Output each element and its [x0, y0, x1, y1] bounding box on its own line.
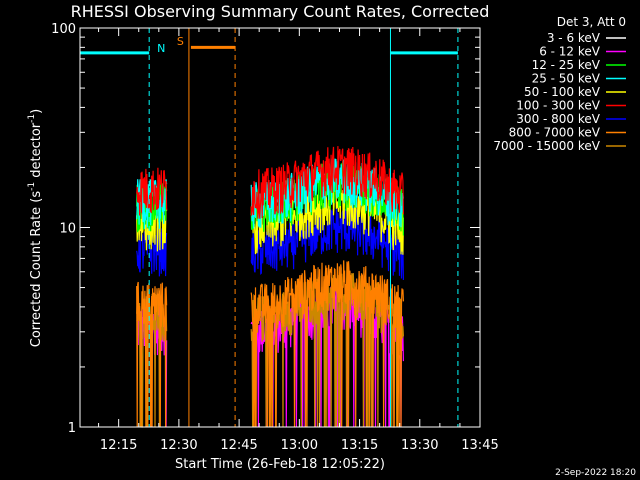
legend-label: 12 - 25 keV	[532, 58, 601, 72]
x-tick-label: 13:45	[461, 438, 498, 453]
x-tick-label: 13:15	[341, 438, 378, 453]
saa-label: S	[177, 35, 184, 48]
y-axis-label: Corrected Count Rate (s-1 detector-1)	[27, 109, 44, 347]
y-tick-label: 1	[68, 421, 76, 436]
x-tick-label: 12:45	[220, 438, 257, 453]
y-tick-label: 10	[59, 222, 76, 237]
night-label: N	[157, 42, 165, 55]
chart-title: RHESSI Observing Summary Count Rates, Co…	[71, 2, 490, 21]
x-tick-label: 12:30	[160, 438, 197, 453]
y-tick-label: 100	[51, 22, 76, 37]
legend-header: Det 3, Att 0	[557, 15, 626, 29]
series-line-800-7000-kev	[250, 260, 404, 428]
y-axis-label-main: Corrected Count Rate (s	[29, 191, 44, 348]
plot-area: NS	[79, 28, 459, 428]
legend-label: 25 - 50 keV	[532, 72, 601, 86]
series-line-100-300-kev	[250, 146, 404, 219]
timestamp: 2-Sep-2022 18:20	[555, 468, 636, 478]
x-tick-label: 13:00	[281, 438, 318, 453]
y-axis-label-sup1: -1	[27, 182, 37, 191]
legend-label: 50 - 100 keV	[524, 85, 601, 99]
series-line-800-7000-kev	[136, 281, 168, 428]
legend-label: 300 - 800 keV	[516, 112, 600, 126]
y-axis-label-end: )	[29, 109, 44, 114]
x-tick-label: 12:15	[100, 438, 137, 453]
series-line-100-300-kev	[136, 167, 168, 216]
x-axis-label: Start Time (26-Feb-18 12:05:22)	[175, 457, 385, 472]
y-axis-label-sup2: -1	[27, 114, 37, 123]
legend-label: 7000 - 15000 keV	[493, 139, 600, 153]
legend-label: 3 - 6 keV	[547, 31, 601, 45]
legend-label: 800 - 7000 keV	[509, 126, 601, 140]
x-tick-label: 13:30	[401, 438, 438, 453]
legend-label: 100 - 300 keV	[516, 99, 600, 113]
axes: 1 10 100 12:15 12:30 12:45 13:00 13:15 13:30 13:4…	[51, 22, 499, 453]
y-axis-label-mid: detector	[29, 122, 44, 182]
legend-label: 6 - 12 keV	[539, 45, 601, 59]
